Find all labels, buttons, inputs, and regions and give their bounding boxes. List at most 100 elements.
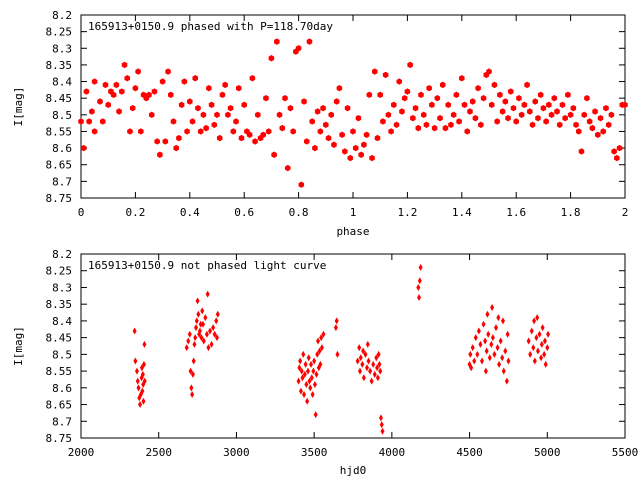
phased-data-point [358,151,364,158]
phased-data-point [271,151,277,158]
unphased-data-point [366,357,371,365]
phased-data-point [472,114,479,122]
phased-data-point [611,148,617,155]
phased-data-point [132,85,139,92]
unphased-data-point [298,387,303,395]
unphased-y-tick-label: 8.5 [52,348,72,361]
unphased-plot-frame [80,253,626,439]
phased-data-point [274,38,280,45]
phased-data-point [377,91,383,99]
unphased-x-tick-label: 5500 [612,446,639,459]
unphased-data-point [417,277,422,285]
unphased-data-point [133,357,138,365]
phased-data-point [265,128,272,135]
phased-data-point [589,124,596,132]
unphased-data-point [506,357,511,365]
unphased-x-tick-label: 2000 [68,446,95,459]
phased-data-point [622,101,628,109]
unphased-data-point [335,350,340,358]
phased-data-point [159,78,166,85]
unphased-data-point [531,344,536,352]
unphased-x-tick-label: 2500 [145,446,172,459]
phased-data-point [170,118,177,125]
phased-data-point [567,111,574,119]
unphased-data-point [358,354,363,362]
phased-data-point [434,94,441,102]
unphased-data-point [312,380,317,388]
unphased-data-point [204,330,209,338]
unphased-data-point [473,334,478,342]
unphased-y-tick-label: 8.25 [46,265,73,278]
phased-data-point [565,91,571,99]
unphased-data-point [302,370,307,378]
phased-light-curve-panel: 8.2 8.25 8.3 8.35 8.4 8.45 8.5 8.55 8.6 8.65 8.7 8.… [12,9,628,238]
unphased-y-tick-label: 8.75 [46,432,73,445]
unphased-data-point [470,344,475,352]
unphased-data-point [416,283,421,291]
unphased-data-point [364,364,369,372]
unphased-data-point [526,337,531,345]
unphased-data-point [333,324,338,332]
phased-data-point [113,81,120,89]
phased-data-point [211,121,218,128]
phased-data-point [208,101,215,109]
phased-y-tick-label: 8.75 [46,192,73,205]
phased-data-point [290,128,296,135]
phased-data-point [295,45,302,52]
unphased-data-point [215,334,219,342]
phased-x-tick-label: 1.2 [397,206,417,219]
phased-data-point [429,101,435,109]
unphased-data-point [378,367,383,375]
unphased-x-tick-label: 3500 [301,446,328,459]
phased-data-point [86,118,92,125]
phased-data-point [219,91,226,99]
unphased-data-point [134,367,139,375]
phased-data-point [556,121,563,128]
phased-data-point [401,94,408,102]
unphased-data-point [186,337,191,345]
unphased-data-point [355,357,360,365]
phased-data-point [573,121,579,128]
unphased-y-axis-label: I[mag] [12,326,25,366]
phased-data-point [184,128,190,135]
phased-data-point [148,111,155,119]
phased-data-point [605,121,612,128]
phased-data-point [344,104,351,112]
unphased-data-point [485,310,490,318]
phased-data-point [426,85,432,92]
unphased-data-point [493,324,498,332]
unphased-data-point [200,307,205,315]
unphased-data-point [206,344,211,352]
phased-x-tick-label: 2 [622,206,629,219]
phased-data-point [396,78,403,85]
phased-data-point [546,101,552,109]
unphased-data-point [191,357,196,365]
unphased-data-point [212,330,217,338]
unphased-x-tick-label: 4000 [379,446,406,459]
unphased-data-point [496,314,501,322]
phased-data-point [445,101,451,109]
unphased-data-point [301,350,306,358]
phased-data-point [603,104,609,112]
phased-x-tick-label: 0.6 [234,206,254,219]
unphased-data-point [468,350,473,358]
unphased-data-point [302,391,307,399]
unphased-x-axis-label: hjd0 [340,464,367,477]
phased-y-tick-label: 8.25 [46,26,73,39]
unphased-data-point [136,384,141,392]
phased-data-point [197,128,204,135]
phased-y-tick-label: 8.4 [52,76,72,89]
unphased-data-point [304,380,309,388]
unphased-data-point [480,357,485,365]
phased-data-point [298,181,305,188]
unphased-data-point [371,360,376,368]
phased-data-point [317,128,324,135]
unphased-data-point [297,364,302,372]
unphased-data-point [214,317,219,325]
unphased-data-point [372,370,377,378]
phased-data-point [195,104,201,112]
phased-data-point [97,98,103,105]
phased-data-point [99,118,106,125]
unphased-data-point [140,370,145,378]
unphased-data-point [132,327,137,335]
